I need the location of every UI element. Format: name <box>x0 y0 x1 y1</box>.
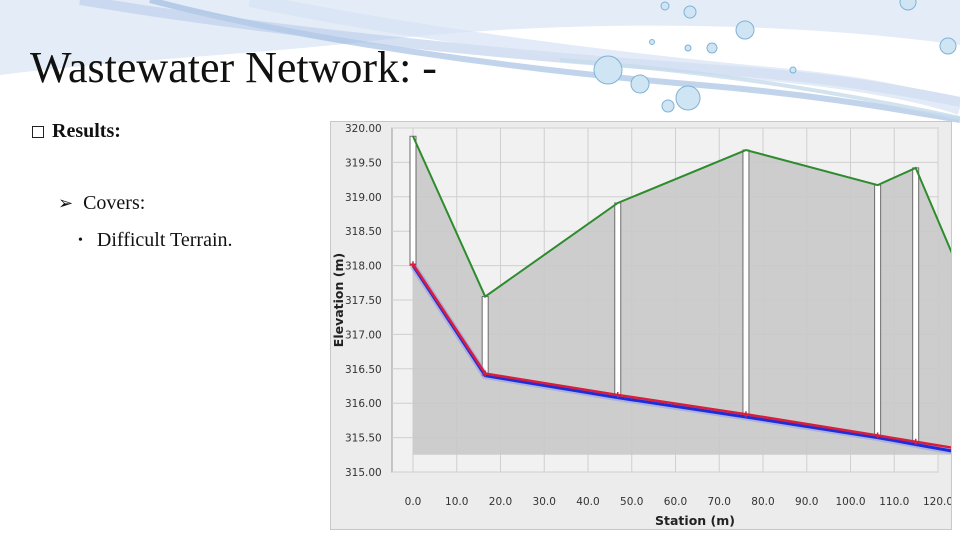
x-tick-label: 70.0 <box>708 496 731 508</box>
crown-marker <box>912 438 919 445</box>
x-tick-label: 10.0 <box>445 496 468 508</box>
profile-chart: 315.00 315.50 316.00 316.50 317.00 317.50 318.… <box>330 121 952 530</box>
x-tick-label: 0.0 <box>405 496 422 508</box>
y-tick-label: 319.50 <box>345 157 382 169</box>
x-tick-label: 30.0 <box>533 496 556 508</box>
y-tick-label: 317.50 <box>345 295 382 307</box>
y-axis-title: Elevation (m) <box>331 253 346 347</box>
crown-marker <box>874 432 881 439</box>
bullet-covers-label: Covers: <box>83 192 146 214</box>
x-tick-label: 40.0 <box>576 496 599 508</box>
y-tick-label: 318.50 <box>345 226 382 238</box>
x-tick-label: 90.0 <box>795 496 818 508</box>
bullet-difficult-terrain: • Difficult Terrain. <box>78 229 233 252</box>
profile-chart-svg: 315.00 315.50 316.00 316.50 317.00 317.50 318.… <box>331 123 951 528</box>
bullet-dot-icon: • <box>78 232 83 248</box>
water-droplets-icon <box>593 0 957 113</box>
terrain-fill-area <box>413 136 951 455</box>
y-tick-label: 316.50 <box>345 364 382 376</box>
crown-marker <box>742 411 749 418</box>
x-tick-label: 110.0 <box>879 496 909 508</box>
y-tick-label: 320.00 <box>345 123 382 135</box>
manhole-shaft <box>912 167 920 445</box>
y-tick-label: 315.00 <box>345 467 382 479</box>
x-tick-label: 120.0 <box>923 496 951 508</box>
arrow-right-icon: ➢ <box>58 193 74 213</box>
bullet-covers: ➢ Covers: <box>58 192 145 215</box>
slide-title: Wastewater Network: - <box>30 43 437 92</box>
y-tick-label: 317.00 <box>345 329 382 341</box>
x-tick-label: 100.0 <box>835 496 865 508</box>
manhole-shaft <box>874 184 882 439</box>
crown-marker <box>614 391 621 398</box>
bullet-results-label: Results: <box>52 120 121 142</box>
y-tick-label: 315.50 <box>345 433 382 445</box>
x-tick-label: 20.0 <box>489 496 512 508</box>
x-axis-title: Station (m) <box>655 513 735 528</box>
manhole-shaft <box>742 149 750 418</box>
manhole-shaft <box>614 202 622 399</box>
header-wave-decoration <box>0 0 960 123</box>
manhole-shaft <box>481 296 489 377</box>
checkbox-icon <box>32 125 44 138</box>
crown-marker <box>482 370 489 377</box>
crown-marker <box>410 261 416 268</box>
manhole-shaft <box>409 135 417 267</box>
y-tick-label: 318.00 <box>345 261 382 273</box>
bullet-difficult-terrain-label: Difficult Terrain. <box>96 229 233 251</box>
ground-line <box>412 135 951 299</box>
x-tick-label: 80.0 <box>751 496 774 508</box>
y-tick-label: 316.00 <box>345 398 382 410</box>
x-tick-label: 50.0 <box>620 496 643 508</box>
y-tick-label: 319.00 <box>345 192 382 204</box>
x-tick-label: 60.0 <box>664 496 687 508</box>
bullet-results: Results: <box>32 120 121 143</box>
